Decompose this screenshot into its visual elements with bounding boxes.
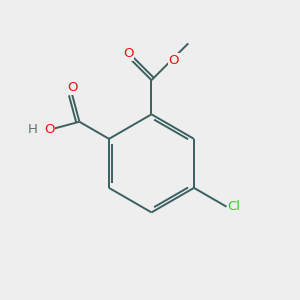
Text: O: O (67, 82, 77, 94)
Text: Cl: Cl (227, 200, 240, 213)
Text: O: O (123, 47, 134, 60)
Text: O: O (169, 54, 179, 67)
Text: H: H (28, 123, 38, 136)
Text: O: O (44, 123, 55, 136)
